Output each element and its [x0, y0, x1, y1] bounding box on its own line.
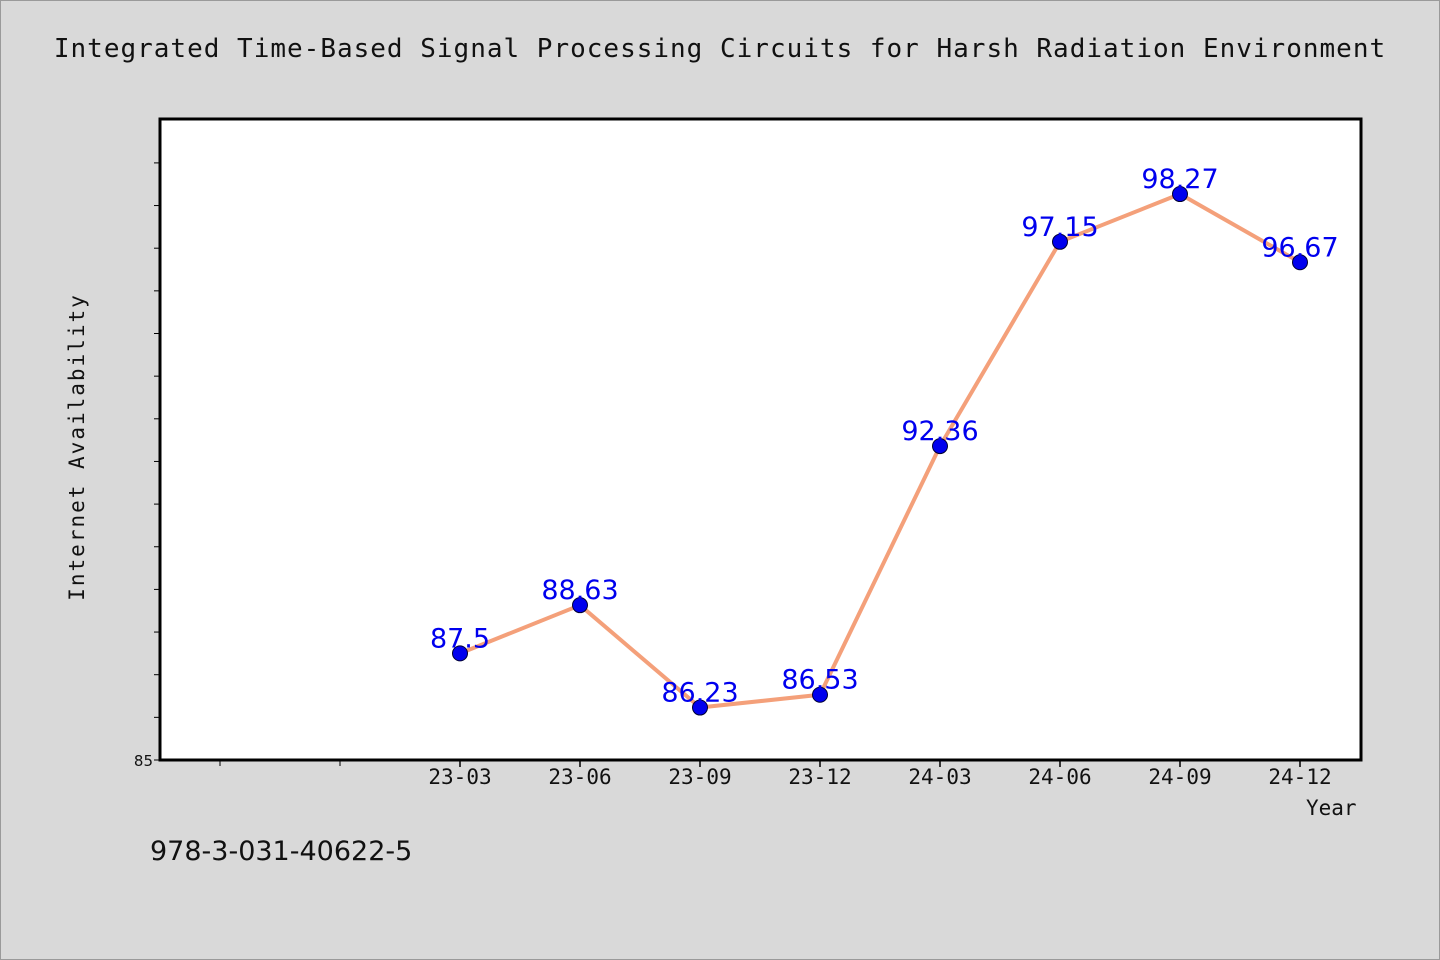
isbn-annotation: 978-3-031-40622-5	[150, 836, 413, 867]
chart-title: Integrated Time-Based Signal Processing …	[53, 34, 1387, 64]
data-point	[1292, 254, 1308, 271]
x-tick-label: 23-06	[548, 765, 611, 789]
data-label: 97.15	[1021, 212, 1098, 243]
x-tick-label: 24-06	[1028, 765, 1091, 789]
series-line-group	[459, 192, 1301, 710]
data-label: 98.27	[1141, 164, 1218, 195]
data-point	[1052, 233, 1068, 250]
x-tick-label: 24-03	[908, 765, 971, 789]
series-line	[459, 192, 1301, 710]
x-tick-label: 23-12	[788, 765, 851, 789]
data-markers	[452, 186, 1308, 716]
x-tick-label: 24-09	[1148, 765, 1211, 789]
y-tick-label: 85	[134, 752, 153, 770]
plot-area	[158, 117, 1363, 762]
data-label: 96.67	[1261, 232, 1338, 263]
data-label: 86.53	[781, 665, 858, 696]
data-point	[572, 597, 588, 614]
data-labels: 87.5 88.63 86.23 86.53 92.36 97.15 98.27 96.67	[430, 164, 1339, 709]
y-axis-ticks: 85	[134, 162, 160, 770]
data-point	[932, 438, 948, 455]
data-label: 86.23	[661, 678, 738, 709]
x-axis-ticks: 23-03 23-06 23-09 23-12 24-03 24-06 24-09 24-12	[219, 760, 1332, 789]
x-tick-label: 24-12	[1268, 765, 1331, 789]
data-point	[452, 645, 468, 662]
data-label: 87.5	[430, 623, 490, 654]
data-point	[692, 699, 708, 716]
x-tick-label: 23-09	[668, 765, 731, 789]
x-axis-label: Year	[1306, 796, 1357, 820]
data-label: 88.63	[541, 575, 618, 606]
x-tick-label: 23-03	[428, 765, 491, 789]
data-point	[812, 686, 828, 703]
data-point	[1172, 186, 1188, 203]
data-label: 92.36	[901, 416, 978, 447]
